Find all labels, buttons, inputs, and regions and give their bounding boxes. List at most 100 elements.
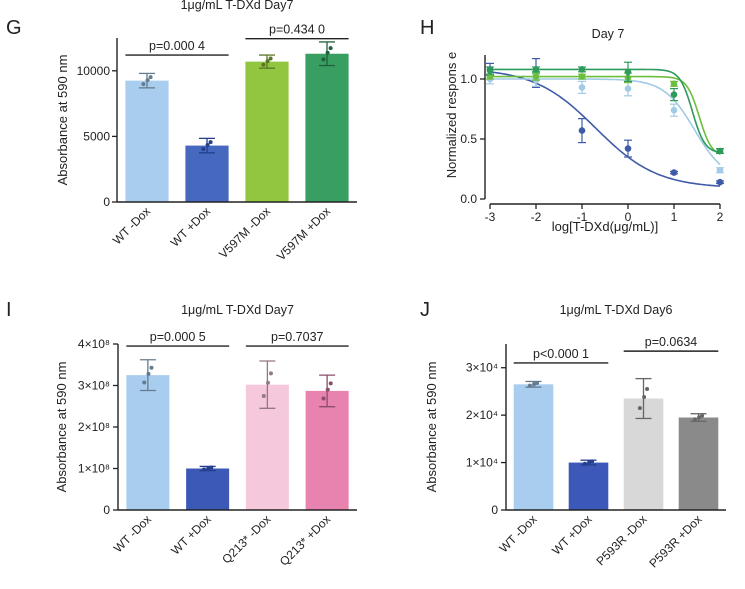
data-point-0-1 [146,371,151,376]
bar-1 [568,462,609,510]
data-point-1-1 [205,143,210,148]
y-tick-label-2: 2×10⁸ [78,420,110,434]
data-point-series-2-4 [670,80,678,88]
data-point-series-2-2 [578,73,586,80]
panel-g-bar-chart: 1μg/mL T-DXd Day7 Absorbance at 590 nm 0 50… [55,0,357,263]
data-point-0-2 [535,380,540,385]
data-point-series-3-4 [670,91,678,98]
data-point-0-1 [145,78,150,83]
p-value-label-1: p=0.7037 [271,330,324,344]
y-axis-label: Absorbance at 590 nm [55,55,70,186]
data-point-1-2 [590,459,595,464]
category-label-3: P593R +Dox [646,512,704,570]
panel-h-dose-response-chart: Day 7 Normalized respons e log[T-DXd(μg/mL… [444,27,724,234]
data-point-3-0 [321,396,326,401]
data-point-2-2 [268,371,273,376]
data-point-3-1 [697,415,702,420]
category-label-1: WT +Dox [168,512,213,557]
data-point-2-0 [637,406,642,411]
category-label-3: V597M +Dox [274,204,333,263]
panel-letter-g: G [6,17,22,39]
y-tick-label-0: 0 [103,195,110,209]
data-point-2-2 [645,386,650,391]
data-point-3-2 [328,381,333,386]
category-label-0: WT -Dox [111,512,154,555]
data-point-0-0 [142,380,147,385]
data-point-0-2 [148,75,153,80]
panel-i-bar-chart: 1μg/mL T-DXd Day7 Absorbance at 590 nm 0 1×… [54,303,357,569]
y-axis-label: Absorbance at 590 nm [54,362,69,493]
data-point-1-2 [209,465,214,470]
bar-0 [126,375,170,510]
bar-1 [185,145,229,202]
data-point-2-2 [268,56,273,61]
y-tick-label-4: 4×10⁸ [78,337,110,351]
data-point-1-0 [202,467,207,472]
data-point-series-3-5 [716,147,724,155]
data-point-1-2 [208,140,213,145]
fit-curve-series-0 [489,71,721,187]
bar-2 [245,61,289,203]
data-point-0-1 [532,382,537,387]
data-point-series-0-3 [624,145,632,152]
y-tick-label-1: 1×10⁴ [466,456,498,470]
y-tick-label-1: 1×10⁸ [78,462,110,476]
y-tick-label-2: 1.0 [460,72,477,86]
data-point-1-0 [582,461,587,466]
p-value-label-1: p=0.0634 [645,335,698,349]
data-point-3-2 [700,413,705,418]
data-point-3-0 [321,57,326,62]
data-point-series-3-0 [486,67,494,74]
fit-curve-series-3 [490,68,721,154]
x-tick-label-1: -2 [531,210,542,224]
data-point-series-2-1 [532,73,540,80]
data-point-2-0 [261,394,266,399]
panel-j-bar-chart: 1μg/mL T-DXd Day6 Absorbance at 590 nm 0 1×… [424,303,726,570]
y-tick-label-0: 0.0 [460,192,477,206]
data-point-1-0 [201,147,206,152]
category-label-0: WT -Dox [496,512,539,555]
data-point-3-1 [325,387,330,392]
fit-curve-series-1 [490,78,721,166]
category-label-2: V597M -Dox [216,204,273,261]
data-point-series-0-2 [578,127,586,134]
bar-1 [186,468,230,510]
y-tick-label-3: 3×10⁴ [466,361,498,375]
y-axis-label: Normalized respons e [444,52,459,178]
data-point-series-0-5 [716,178,724,186]
p-value-label-1: p=0.434 0 [269,23,325,37]
data-point-series-3-1 [532,66,540,73]
data-point-2-1 [642,394,647,399]
x-tick-label-5: 2 [717,210,724,224]
y-tick-label-0: 0 [103,503,110,517]
chart-title: 1μg/mL T-DXd Day7 [181,0,294,12]
y-tick-label-0: 0 [491,503,498,517]
category-label-2: P593R -Dox [593,512,649,568]
data-point-series-2-0 [486,73,494,80]
data-point-series-0-4 [670,169,678,176]
data-point-2-1 [265,380,270,385]
data-point-3-1 [325,50,330,55]
y-tick-label-2: 2×10⁴ [466,408,498,422]
category-label-1: WT +Dox [549,512,594,557]
chart-title: Day 7 [592,27,625,41]
data-point-3-2 [328,46,333,51]
category-label-1: WT +Dox [168,204,213,249]
x-tick-label-0: -3 [485,210,496,224]
category-label-0: WT -Dox [110,204,153,247]
data-point-2-1 [265,59,270,64]
chart-title: 1μg/mL T-DXd Day7 [181,303,294,317]
y-tick-label-2: 10000 [77,64,111,78]
panel-letter-i: I [6,299,12,321]
category-label-2: Q213* -Dox [219,512,273,566]
y-tick-label-1: 5000 [83,129,110,143]
panel-letter-h: H [420,17,434,39]
y-tick-label-3: 3×10⁸ [78,379,110,393]
bar-3 [305,53,349,202]
chart-title: 1μg/mL T-DXd Day6 [560,303,673,317]
p-value-label-0: p<0.000 1 [533,347,589,361]
y-axis-label: Absorbance at 590 nm [424,362,439,493]
y-tick-label-1: 0.5 [460,132,477,146]
bar-3 [305,390,349,510]
